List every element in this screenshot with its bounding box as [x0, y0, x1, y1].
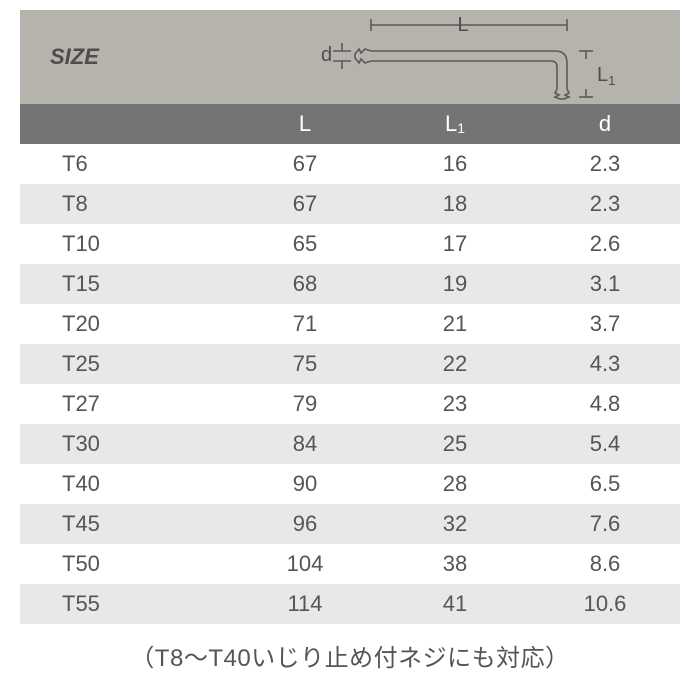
- table-row: T667162.3: [20, 144, 680, 184]
- cell-d: 7.6: [530, 511, 680, 537]
- cell-d: 6.5: [530, 471, 680, 497]
- table-row: T50104388.6: [20, 544, 680, 584]
- data-rows: T667162.3T867182.3T1065172.6T1568193.1T2…: [20, 144, 680, 624]
- cell-L: 67: [230, 191, 380, 217]
- cell-L1: 17: [380, 231, 530, 257]
- cell-size: T45: [20, 511, 230, 537]
- cell-size: T6: [20, 151, 230, 177]
- cell-L: 96: [230, 511, 380, 537]
- cell-L1: 41: [380, 591, 530, 617]
- cell-L1: 22: [380, 351, 530, 377]
- cell-d: 4.3: [530, 351, 680, 377]
- cell-L: 68: [230, 271, 380, 297]
- cell-L1: 38: [380, 551, 530, 577]
- cell-size: T50: [20, 551, 230, 577]
- table-row: T4090286.5: [20, 464, 680, 504]
- cell-size: T20: [20, 311, 230, 337]
- cell-L: 84: [230, 431, 380, 457]
- cell-L: 104: [230, 551, 380, 577]
- cell-d: 10.6: [530, 591, 680, 617]
- cell-L1: 32: [380, 511, 530, 537]
- cell-size: T30: [20, 431, 230, 457]
- cell-L: 65: [230, 231, 380, 257]
- column-header-row: L L1 d: [20, 104, 680, 144]
- cell-L1: 16: [380, 151, 530, 177]
- dimension-diagram: d L L1: [230, 10, 680, 104]
- size-table: SIZE: [20, 10, 680, 624]
- table-row: T551144110.6: [20, 584, 680, 624]
- cell-L1: 23: [380, 391, 530, 417]
- diagram-label-L: L: [457, 14, 468, 36]
- cell-d: 3.1: [530, 271, 680, 297]
- cell-size: T40: [20, 471, 230, 497]
- cell-L: 114: [230, 591, 380, 617]
- table-row: T4596327.6: [20, 504, 680, 544]
- table-row: T2779234.8: [20, 384, 680, 424]
- cell-d: 2.3: [530, 191, 680, 217]
- table-row: T3084255.4: [20, 424, 680, 464]
- cell-size: T8: [20, 191, 230, 217]
- cell-L1: 19: [380, 271, 530, 297]
- column-header-L1: L1: [380, 111, 530, 137]
- header-title: SIZE: [20, 44, 230, 70]
- cell-L: 71: [230, 311, 380, 337]
- cell-L: 90: [230, 471, 380, 497]
- cell-L1: 18: [380, 191, 530, 217]
- cell-d: 2.3: [530, 151, 680, 177]
- column-header-d: d: [530, 111, 680, 137]
- table-row: T867182.3: [20, 184, 680, 224]
- l-key-diagram-svg: d L L1: [275, 13, 635, 101]
- table-row: T1065172.6: [20, 224, 680, 264]
- cell-d: 5.4: [530, 431, 680, 457]
- cell-size: T27: [20, 391, 230, 417]
- table-row: T2575224.3: [20, 344, 680, 384]
- cell-size: T10: [20, 231, 230, 257]
- diagram-label-d: d: [321, 44, 332, 66]
- column-header-L: L: [230, 111, 380, 137]
- cell-L: 79: [230, 391, 380, 417]
- cell-L1: 21: [380, 311, 530, 337]
- cell-L1: 25: [380, 431, 530, 457]
- table-row: T1568193.1: [20, 264, 680, 304]
- cell-size: T25: [20, 351, 230, 377]
- table-row: T2071213.7: [20, 304, 680, 344]
- cell-size: T55: [20, 591, 230, 617]
- cell-L: 67: [230, 151, 380, 177]
- cell-L1: 28: [380, 471, 530, 497]
- column-header-L1-main: L: [445, 111, 457, 136]
- cell-d: 3.7: [530, 311, 680, 337]
- cell-L: 75: [230, 351, 380, 377]
- cell-d: 2.6: [530, 231, 680, 257]
- cell-d: 8.6: [530, 551, 680, 577]
- cell-d: 4.8: [530, 391, 680, 417]
- diagram-label-L1: L1: [597, 64, 615, 88]
- footnote: （T8～T40いじり止め付ネジにも対応）: [20, 624, 680, 673]
- column-header-L1-sub: 1: [457, 120, 465, 136]
- cell-size: T15: [20, 271, 230, 297]
- table-header-row: SIZE: [20, 10, 680, 104]
